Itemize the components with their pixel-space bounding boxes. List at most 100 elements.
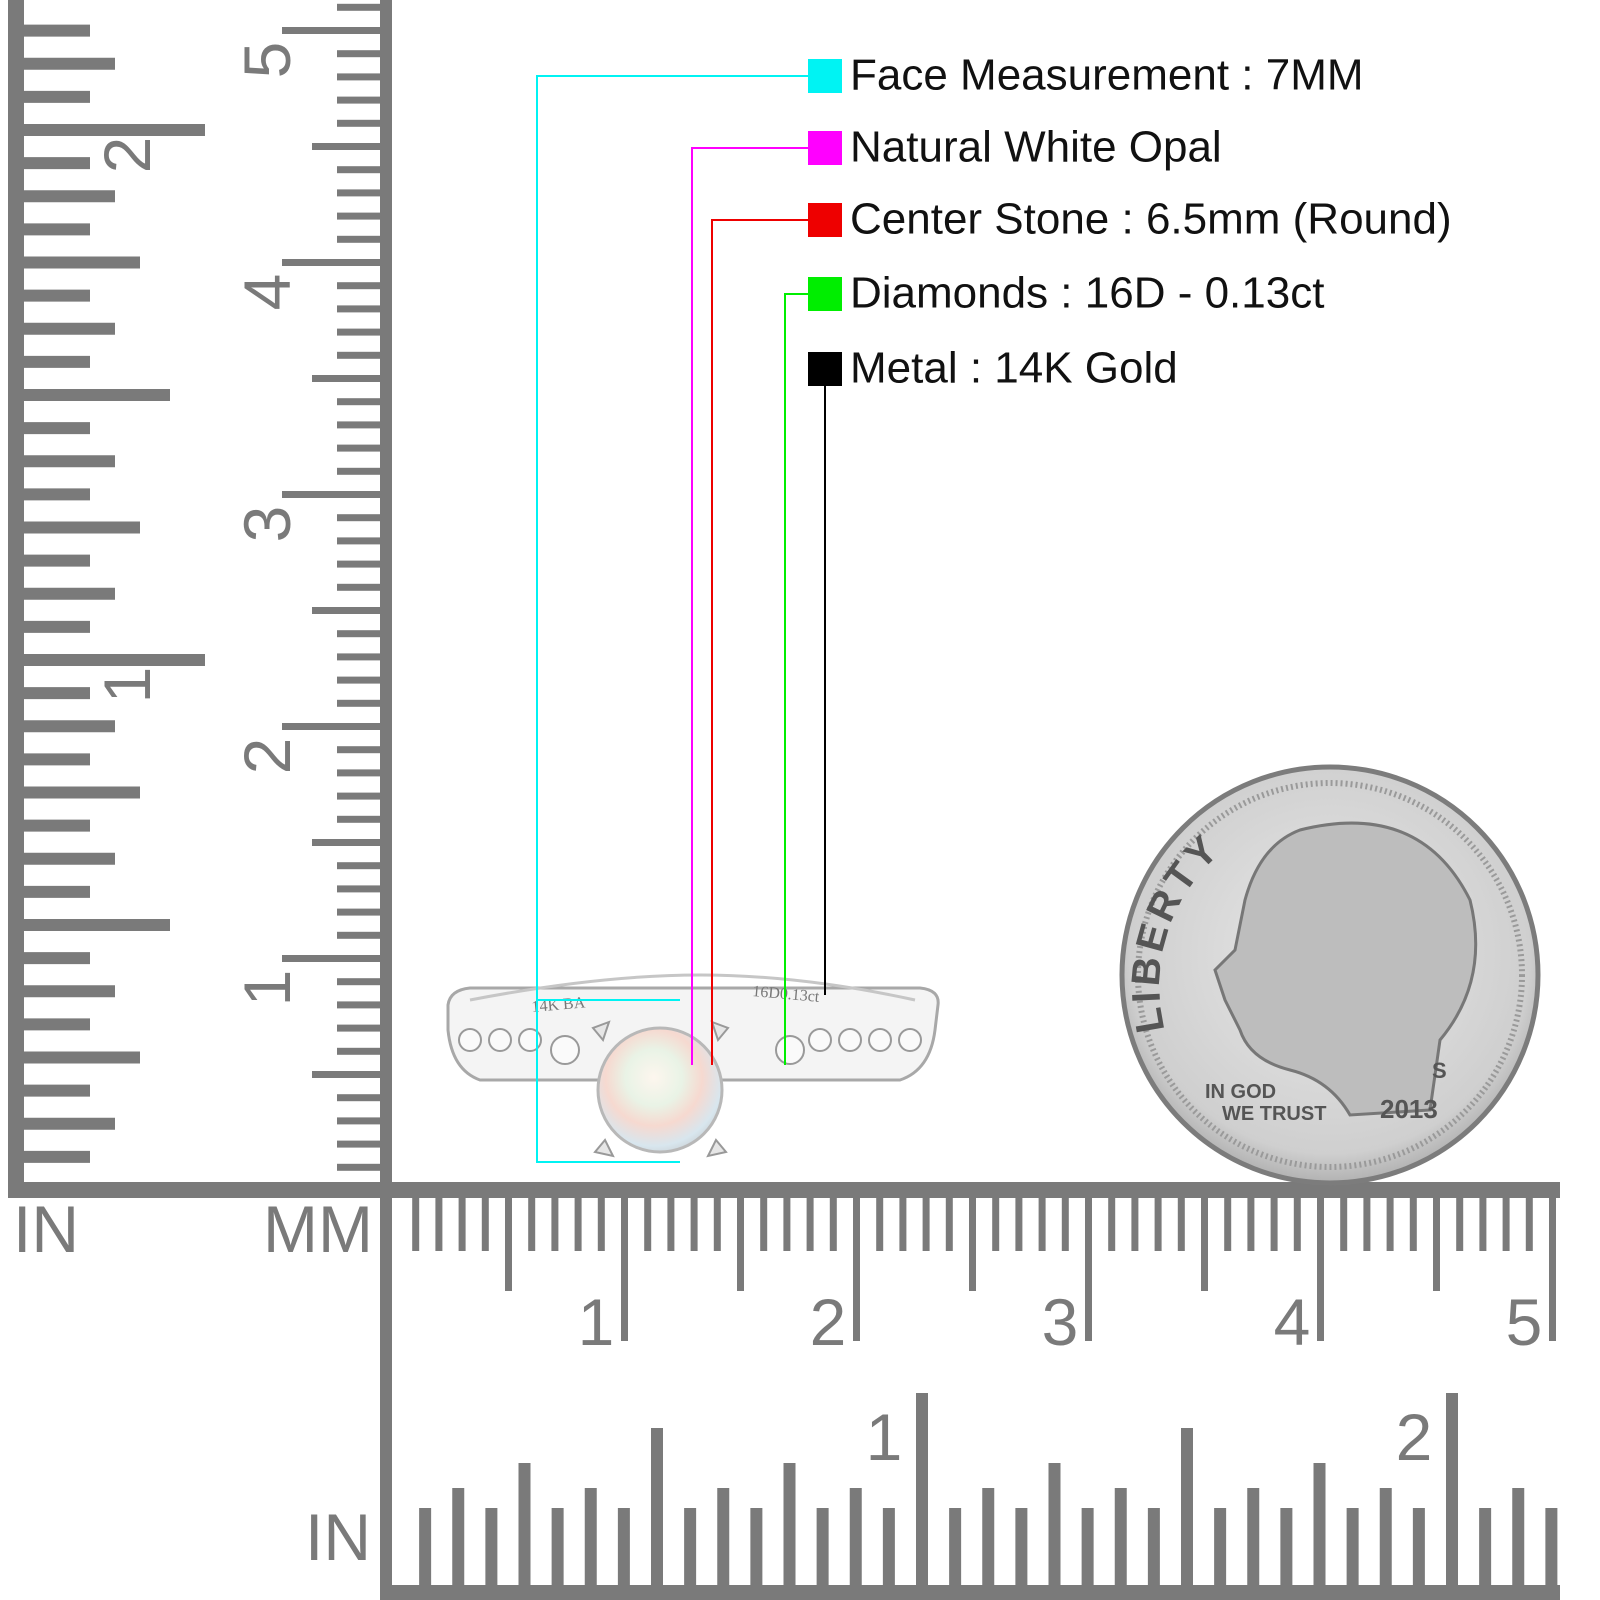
mm-tick [337, 769, 382, 777]
mm-tick [1456, 1196, 1464, 1251]
mm-tick [1363, 1196, 1371, 1251]
legend-swatch [808, 203, 842, 237]
leader-line [536, 75, 808, 1163]
mm-tick [992, 1196, 1000, 1251]
mm-tick [337, 235, 382, 243]
inch-tick [1181, 1428, 1193, 1588]
legend-label: Metal : 14K Gold [850, 344, 1178, 393]
inch-tick [20, 124, 205, 136]
legend-label: Diamonds : 16D - 0.13ct [850, 269, 1324, 318]
cm-number: 3 [1042, 1285, 1079, 1359]
inch-tick [20, 422, 90, 435]
mm-tick [922, 1196, 930, 1251]
mm-tick [282, 27, 382, 34]
mm-tick [337, 282, 382, 290]
mm-tick [945, 1196, 953, 1251]
mm-tick [337, 885, 382, 893]
inch-tick [20, 57, 115, 70]
mm-tick [337, 792, 382, 800]
mm-tick [899, 1196, 907, 1251]
diamonds [458, 1028, 922, 1065]
legend-swatch [808, 131, 842, 165]
inch-tick [617, 1508, 630, 1588]
mm-tick [1270, 1196, 1278, 1251]
cm-number: 2 [230, 738, 304, 775]
coin-motto: IN GOD [1205, 1081, 1276, 1103]
mm-tick [574, 1196, 582, 1251]
mm-tick [337, 351, 382, 359]
mm-tick [1340, 1196, 1348, 1251]
mm-tick [1038, 1196, 1046, 1251]
mm-tick [337, 444, 382, 452]
mm-tick [760, 1196, 768, 1251]
mm-tick [337, 1163, 382, 1171]
mm-tick [282, 259, 382, 266]
leader-line [691, 147, 808, 1065]
inch-tick [20, 919, 170, 931]
mm-tick [337, 421, 382, 429]
bottom-inch-band [380, 1585, 1560, 1600]
inch-tick [20, 389, 170, 401]
inch-tick [684, 1508, 697, 1588]
inch-tick [20, 952, 90, 965]
inch-tick [20, 157, 90, 170]
mm-tick [337, 630, 382, 638]
legend-swatch [808, 59, 842, 93]
prongs [591, 1020, 730, 1158]
mm-tick [282, 955, 382, 962]
legend-label: Face Measurement : 7MM [850, 51, 1364, 100]
inch-tick [20, 1150, 90, 1163]
inch-tick [20, 620, 90, 633]
mm-tick [337, 3, 382, 11]
mm-tick [1549, 1196, 1556, 1341]
mm-tick [282, 723, 382, 730]
inch-tick [1379, 1488, 1392, 1588]
mm-tick [337, 328, 382, 336]
opal-stone [596, 1026, 724, 1154]
mm-tick [1479, 1196, 1487, 1251]
mm-tick [337, 96, 382, 104]
leader-lines [536, 75, 826, 1163]
mm-tick [876, 1196, 884, 1251]
leader-line [784, 293, 808, 1065]
cm-number: 5 [230, 42, 304, 79]
mm-tick [644, 1196, 652, 1251]
inch-tick [20, 1051, 140, 1064]
diamond [775, 1035, 805, 1065]
inch-tick [1147, 1508, 1160, 1588]
inch-tick [1479, 1508, 1492, 1588]
mm-tick [282, 491, 382, 498]
inch-tick [20, 985, 115, 998]
mm-tick [597, 1196, 605, 1251]
mm-tick [1177, 1196, 1185, 1251]
legend-swatch [808, 277, 842, 311]
mm-tick [1224, 1196, 1232, 1251]
coin-mint-mark: S [1432, 1058, 1447, 1083]
inch-tick [419, 1508, 432, 1588]
inch-tick [20, 90, 90, 103]
mm-tick [829, 1196, 837, 1251]
inch-tick [1048, 1463, 1061, 1588]
inch-number: 2 [1396, 1400, 1433, 1474]
cm-number: 4 [1274, 1285, 1311, 1359]
inch-tick [518, 1463, 531, 1588]
coin-motto: WE TRUST [1222, 1103, 1326, 1125]
inch-tick [20, 289, 90, 302]
diamond [458, 1028, 482, 1052]
mm-tick [435, 1196, 443, 1251]
mm-tick [337, 1024, 382, 1032]
mm-unit: MM [263, 1192, 373, 1266]
inch-tick [1247, 1488, 1260, 1588]
mm-tick [337, 862, 382, 870]
inch-unit: IN [305, 1500, 371, 1574]
mm-tick [337, 699, 382, 707]
inch-tick [20, 852, 115, 865]
mm-tick [551, 1196, 559, 1251]
mm-tick [1409, 1196, 1417, 1251]
mm-tick [337, 166, 382, 174]
coin-reeding [1135, 780, 1525, 1170]
mm-tick [783, 1196, 791, 1251]
legend-label: Natural White Opal [850, 123, 1222, 172]
